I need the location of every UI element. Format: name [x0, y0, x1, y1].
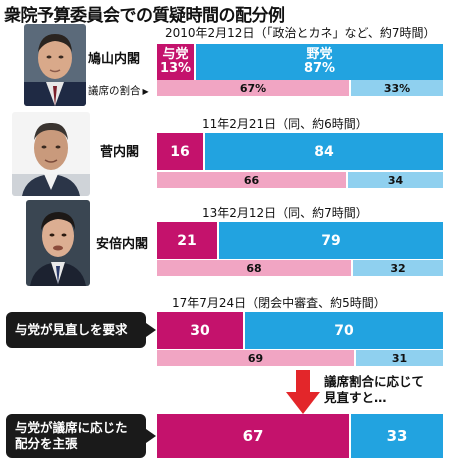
callout-review-request: 与党が見直しを要求: [6, 312, 156, 348]
ruling-seat-bar-3: 69: [157, 350, 354, 366]
opposition-party-label: 野党: [306, 47, 333, 63]
triangle-right-icon: ▶: [142, 87, 149, 96]
cabinet-label-hatoyama: 鳩山内閣: [88, 52, 141, 67]
seat-share-label: 議席の割合 ▶: [88, 83, 149, 98]
callout-seat-allocation: 与党が議席に応じた 配分を主張: [6, 414, 156, 458]
callout-tail: [146, 429, 156, 443]
period-label-3: 17年7月24日（閉会中審査、約5時間）: [172, 296, 386, 310]
opposition-seat-bar-1: 34: [348, 172, 443, 188]
opposition-bar-1: 84: [205, 133, 443, 170]
callout-seat-allocation-text: 与党が議席に応じた 配分を主張: [15, 419, 128, 451]
period-label-0: 2010年2月12日（「政治とカネ」など、約7時間）: [165, 26, 436, 40]
callout-tail: [146, 323, 156, 337]
abe-photo: [26, 200, 90, 286]
ruling-seat-bar-2: 68: [157, 260, 351, 276]
cabinet-label-abe: 安倍内閣: [96, 237, 149, 252]
review-note: 議席割合に応じて 見直すと…: [324, 374, 425, 406]
cabinet-label-kan: 菅内閣: [100, 145, 140, 160]
kan-photo: [12, 112, 90, 196]
opposition-bar-0: 野党 87%: [196, 44, 443, 80]
ruling-bar-1: 16: [157, 133, 203, 170]
ruling-seat-bar-1: 66: [157, 172, 346, 188]
opposition-bar-4: 33: [351, 414, 443, 458]
page-title: 衆院予算委員会での質疑時間の配分例: [4, 6, 285, 26]
ruling-bar-0: 与党 13%: [157, 44, 194, 80]
ruling-bar-2: 21: [157, 222, 217, 259]
period-label-1: 11年2月21日（同、約6時間）: [202, 117, 368, 131]
ruling-bar-4: 67: [157, 414, 349, 458]
callout-review-request-text: 与党が見直しを要求: [15, 321, 128, 337]
opposition-seat-bar-2: 32: [353, 260, 443, 276]
down-arrow-icon: [286, 370, 320, 414]
ruling-value-0: 13%: [159, 61, 192, 76]
ruling-seat-bar-0: 67%: [157, 80, 349, 96]
opposition-seat-bar-3: 31: [356, 350, 443, 366]
opposition-seat-bar-0: 33%: [351, 80, 443, 96]
opposition-value-0: 87%: [303, 61, 336, 76]
opposition-bar-3: 70: [245, 312, 443, 349]
hatoyama-photo: [24, 24, 86, 106]
opposition-bar-2: 79: [219, 222, 443, 259]
period-label-2: 13年2月12日（同、約7時間）: [202, 206, 368, 220]
ruling-party-label: 与党: [162, 47, 189, 63]
ruling-bar-3: 30: [157, 312, 243, 349]
seat-share-label-text: 議席の割合: [88, 85, 141, 97]
